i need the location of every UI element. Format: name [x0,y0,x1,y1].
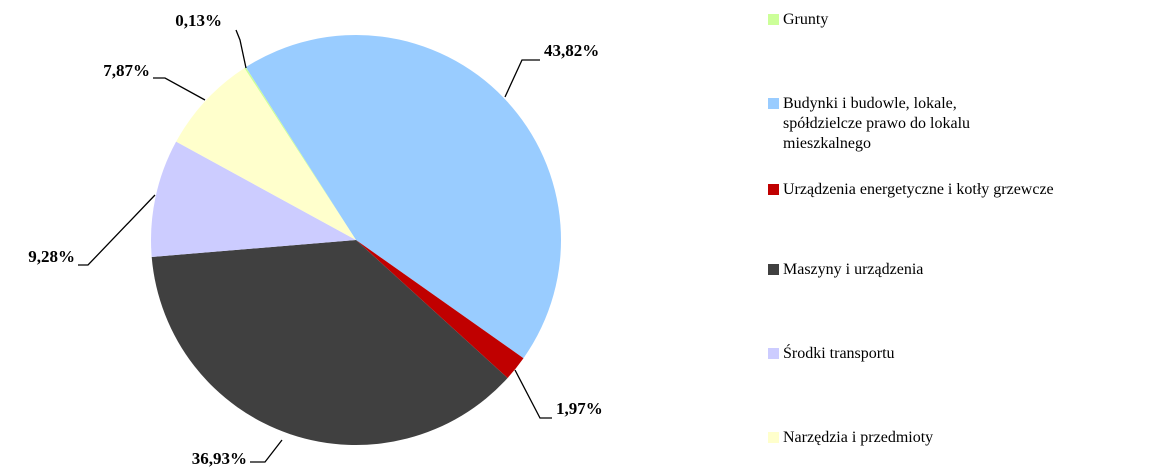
pie-slice [245,35,562,359]
data-label: 36,93% [192,449,247,468]
leader-line [504,59,540,98]
legend-swatch [768,264,779,275]
data-label: 1,97% [556,399,603,418]
legend-label: Grunty [783,11,829,28]
leader-line [514,369,552,419]
legend-item: Budynki i budowle, lokale, spółdzielcze … [768,94,973,154]
legend-label: Środki transportu [783,345,895,362]
legend-swatch [768,98,779,109]
legend-swatch [768,348,779,359]
pie-slice [151,240,508,446]
pie-slice [151,141,356,257]
legend-label: Maszyny i urządzenia [783,261,924,278]
legend-swatch [768,184,779,195]
data-label: 43,82% [544,41,599,60]
leader-line [78,194,156,266]
legend-item: Środki transportu [768,344,1163,364]
legend-swatch [768,432,779,443]
legend-item: Narzędzia i przedmioty [768,428,1163,448]
legend-item: Maszyny i urządzenia [768,260,1163,280]
legend-item: Urządzenia energetyczne i kotły grzewcze [768,180,1163,200]
leader-line [250,439,283,463]
pie-slice [176,68,356,240]
data-label: 7,87% [103,61,150,80]
legend-label: Budynki i budowle, lokale, spółdzielcze … [783,95,971,152]
legend-swatch [768,14,779,25]
leader-line [153,77,206,101]
data-label: 0,13% [175,11,222,30]
leader-line [235,29,247,69]
legend-item: Grunty [768,10,1163,30]
data-label: 9,28% [28,247,75,266]
pie-slice [244,67,356,241]
pie-slice [356,240,524,378]
pie-area: 0,13% 43,82% 1,97% 36,93% 9,28% 7,87% [28,11,603,468]
legend-label: Narzędzia i przedmioty [783,429,934,446]
legend-label: Urządzenia energetyczne i kotły grzewcze [783,181,1054,198]
